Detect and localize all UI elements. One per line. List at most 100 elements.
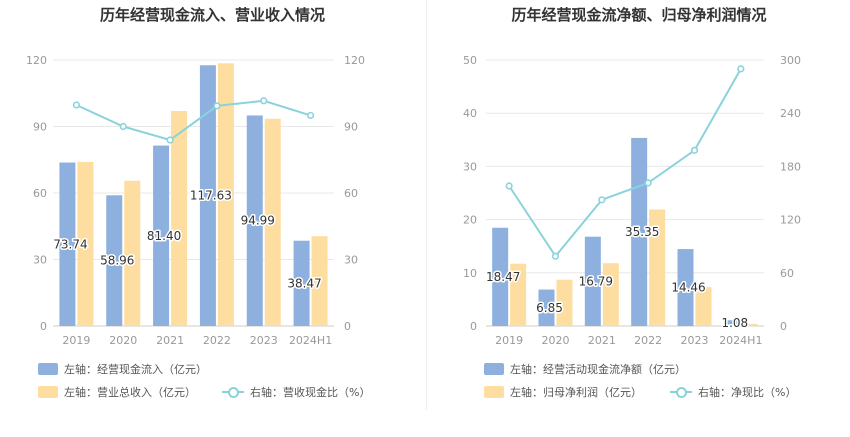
bar-营业总收入 bbox=[124, 180, 141, 326]
legend-swatch-orange bbox=[484, 386, 504, 398]
bar-value-label: 14.46 bbox=[671, 281, 705, 295]
bar-value-label: 117.63 bbox=[190, 189, 232, 203]
legend-item-bar1[interactable]: 左轴：经营活动现金流净额（亿元） bbox=[484, 361, 686, 377]
bar-value-label: 1.08 bbox=[721, 316, 748, 330]
bar-value-label: 38.47 bbox=[287, 276, 321, 290]
line-point-营收现金比 bbox=[72, 101, 81, 109]
legend-label: 右轴：营收现金比（%） bbox=[250, 386, 371, 399]
bar-经营活动现金流净额 bbox=[723, 320, 740, 326]
line-point-净现比 bbox=[505, 182, 513, 190]
line-point-净现比 bbox=[644, 179, 652, 187]
bar-value-label: 81.40 bbox=[147, 229, 181, 243]
x-axis-tick-label: 2019 bbox=[495, 334, 523, 347]
legend-line-marker-icon bbox=[222, 386, 244, 398]
legend-item-bar1[interactable]: 左轴：经营现金流入（亿元） bbox=[38, 361, 207, 377]
bar-value-label: 58.96 bbox=[100, 254, 134, 268]
x-axis-tick-label: 2023 bbox=[681, 334, 709, 347]
line-净现比 bbox=[508, 68, 742, 258]
bar-经营现金流入 bbox=[59, 162, 76, 326]
right-axis-tick-label: 120 bbox=[780, 214, 801, 227]
bar-经营现金流入 bbox=[293, 240, 310, 326]
bar-营业总收入 bbox=[217, 63, 234, 326]
x-axis-tick-label: 2024H1 bbox=[719, 334, 762, 347]
right-axis-tick-label: 0 bbox=[780, 320, 787, 333]
legend-item-line[interactable]: 右轴：营收现金比（%） bbox=[222, 384, 370, 400]
right-axis-tick-label: 180 bbox=[780, 160, 801, 173]
bar-value-label: 94.99 bbox=[241, 214, 275, 228]
line-point-营收现金比 bbox=[306, 111, 315, 120]
line-point-营收现金比 bbox=[166, 136, 174, 144]
left-axis-tick-label: 90 bbox=[33, 121, 47, 134]
bar-归母净利润 bbox=[556, 279, 573, 326]
legend-label: 左轴：归母净利润（亿元） bbox=[510, 386, 642, 399]
left-axis-tick-label: 50 bbox=[463, 54, 477, 67]
bar-归母净利润 bbox=[741, 323, 758, 326]
bar-经营现金流入 bbox=[153, 145, 170, 326]
x-axis-tick-label: 2023 bbox=[250, 334, 278, 347]
x-axis-tick-label: 2020 bbox=[109, 334, 137, 347]
legend-label: 左轴：经营活动现金流净额（亿元） bbox=[510, 363, 686, 376]
left-axis-tick-label: 60 bbox=[33, 187, 47, 200]
bar-归母净利润 bbox=[510, 263, 527, 326]
bar-经营活动现金流净额 bbox=[584, 236, 601, 326]
bar-归母净利润 bbox=[695, 287, 712, 326]
legend-swatch-blue bbox=[484, 363, 504, 375]
bar-营业总收入 bbox=[264, 118, 281, 326]
bar-经营现金流入 bbox=[199, 65, 216, 326]
left-axis-tick-label: 20 bbox=[463, 214, 477, 227]
bar-value-label: 6.85 bbox=[536, 301, 563, 315]
panel-divider bbox=[426, 0, 427, 410]
x-axis-tick-label: 2021 bbox=[588, 334, 616, 347]
line-point-净现比 bbox=[551, 252, 560, 260]
bar-value-label: 73.74 bbox=[53, 237, 87, 251]
left-axis-tick-label: 0 bbox=[40, 320, 47, 333]
right-axis-tick-label: 0 bbox=[344, 320, 351, 333]
bar-经营活动现金流净额 bbox=[677, 249, 694, 326]
line-营收现金比 bbox=[75, 99, 311, 142]
chart-title: 历年经营现金流净额、归母净利润情况 bbox=[511, 6, 767, 24]
x-axis-tick-label: 2019 bbox=[62, 334, 90, 347]
bar-归母净利润 bbox=[602, 263, 619, 326]
line-point-营收现金比 bbox=[213, 102, 221, 110]
legend-item-bar2[interactable]: 左轴：营业总收入（亿元） bbox=[38, 384, 196, 400]
right-axis-tick-label: 30 bbox=[344, 254, 358, 267]
bar-归母净利润 bbox=[649, 209, 666, 326]
legend-label: 右轴：净现比（%） bbox=[698, 386, 797, 399]
legend-item-line[interactable]: 右轴：净现比（%） bbox=[670, 384, 796, 400]
left-axis-tick-label: 10 bbox=[463, 267, 477, 280]
left-axis-tick-label: 0 bbox=[470, 320, 477, 333]
bar-经营现金流入 bbox=[106, 195, 123, 326]
right-axis-tick-label: 60 bbox=[780, 267, 794, 280]
legend-label: 左轴：经营现金流入（亿元） bbox=[64, 363, 207, 376]
right-axis-tick-label: 300 bbox=[780, 54, 801, 67]
bar-经营现金流入 bbox=[246, 115, 263, 326]
bar-营业总收入 bbox=[77, 161, 94, 326]
bar-经营活动现金流净额 bbox=[492, 227, 509, 326]
bar-value-label: 16.79 bbox=[579, 274, 613, 288]
line-point-净现比 bbox=[690, 146, 699, 154]
bar-营业总收入 bbox=[171, 110, 188, 326]
left-axis-tick-label: 40 bbox=[463, 107, 477, 120]
x-axis-tick-label: 2020 bbox=[542, 334, 570, 347]
x-axis-tick-label: 2022 bbox=[634, 334, 662, 347]
line-point-营收现金比 bbox=[260, 97, 268, 105]
x-axis-tick-label: 2021 bbox=[156, 334, 184, 347]
right-axis-tick-label: 60 bbox=[344, 187, 358, 200]
bar-value-label: 35.35 bbox=[625, 225, 659, 239]
legend-swatch-blue bbox=[38, 363, 58, 375]
legend-label: 左轴：营业总收入（亿元） bbox=[64, 386, 196, 399]
right-axis-tick-label: 240 bbox=[780, 107, 801, 120]
legend-item-bar2[interactable]: 左轴：归母净利润（亿元） bbox=[484, 384, 642, 400]
left-axis-tick-label: 120 bbox=[26, 54, 47, 67]
x-axis-tick-label: 2022 bbox=[203, 334, 231, 347]
line-point-净现比 bbox=[598, 196, 606, 204]
right-axis-tick-label: 120 bbox=[344, 54, 365, 67]
left-axis-tick-label: 30 bbox=[463, 160, 477, 173]
chart-title: 历年经营现金流入、营业收入情况 bbox=[99, 6, 325, 24]
legend-line-marker-icon bbox=[670, 386, 692, 398]
cash-inflow-revenue-panel: 历年经营现金流入、营业收入情况 0 30 60 90 120 0 30 60 90 120 2019… bbox=[26, 6, 370, 400]
x-axis-tick-label: 2024H1 bbox=[289, 334, 332, 347]
legend-swatch-orange bbox=[38, 386, 58, 398]
right-axis-tick-label: 90 bbox=[344, 121, 358, 134]
bar-营业总收入 bbox=[311, 236, 328, 326]
